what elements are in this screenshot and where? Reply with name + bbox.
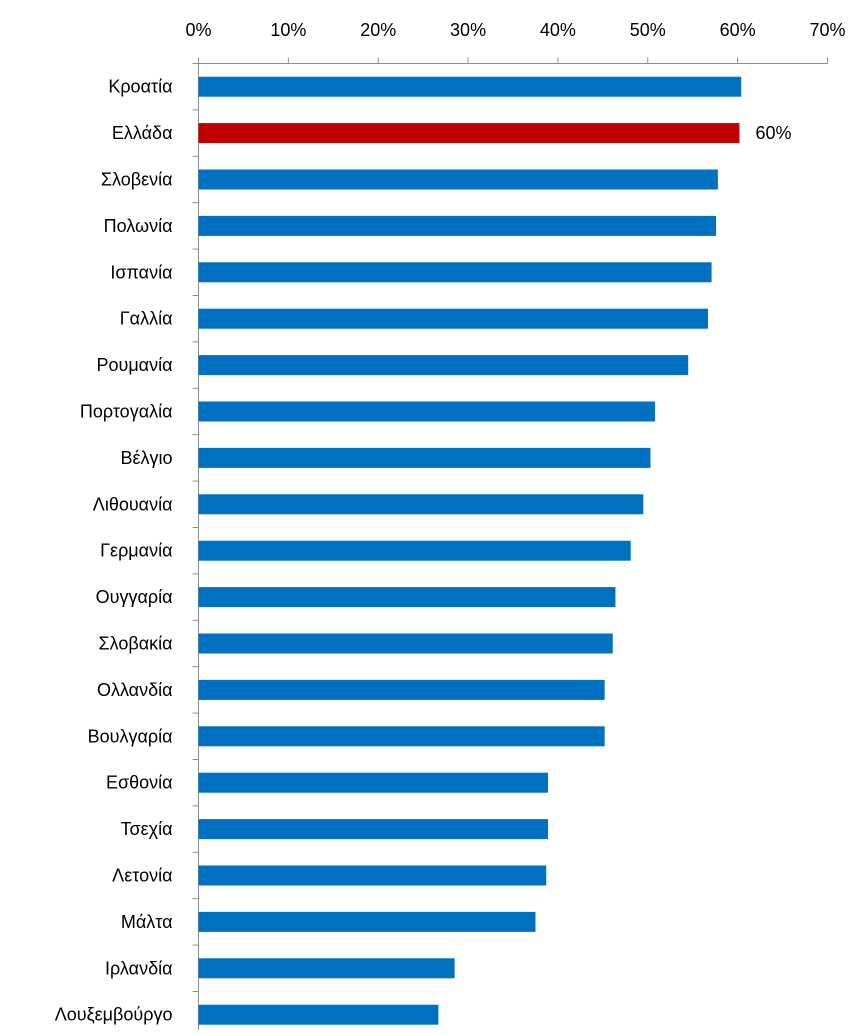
bar [198, 865, 547, 886]
category-label: Ισπανία [110, 262, 172, 282]
bar [198, 958, 455, 979]
category-label: Εσθονία [106, 773, 173, 793]
category-label: Κροατία [108, 77, 172, 97]
x-tick-label: 40% [540, 20, 576, 40]
bar [198, 819, 549, 840]
bar [198, 911, 536, 932]
bar [198, 587, 616, 608]
category-label: Γερμανία [100, 541, 172, 561]
category-label: Ελλάδα [112, 123, 173, 143]
bar [198, 355, 689, 376]
category-label: Πολωνία [104, 216, 173, 236]
bar [198, 169, 718, 190]
category-label: Ολλανδία [97, 680, 173, 700]
category-label: Βέλγιο [120, 448, 172, 468]
bar [198, 540, 631, 561]
x-tick-label: 30% [450, 20, 486, 40]
category-label: Λουξεμβούργο [55, 1005, 173, 1025]
category-label: Ιρλανδία [105, 958, 172, 978]
category-label: Γαλλία [120, 309, 173, 329]
x-tick-label: 10% [270, 20, 306, 40]
category-label: Σλοβενία [101, 170, 173, 190]
category-label: Ρουμανία [96, 355, 172, 375]
category-label: Λετονία [112, 866, 172, 886]
data-label: 60% [755, 123, 791, 143]
category-label: Τσεχία [120, 819, 172, 839]
bar [198, 262, 712, 283]
x-tick-label: 70% [809, 20, 845, 40]
bar [198, 1004, 439, 1025]
bar-highlight [198, 123, 740, 144]
category-label: Ουγγαρία [96, 587, 173, 607]
category-label: Πορτογαλία [80, 402, 173, 422]
category-label: Σλοβακία [98, 634, 172, 654]
bar [198, 308, 708, 329]
x-tick-label: 20% [360, 20, 396, 40]
category-label: Βουλγαρία [88, 726, 173, 746]
x-tick-label: 50% [630, 20, 666, 40]
bar [198, 215, 717, 236]
bar [198, 726, 605, 747]
bar [198, 772, 549, 793]
bar [198, 447, 651, 468]
category-label: Μάλτα [121, 912, 173, 932]
x-tick-label: 0% [185, 20, 211, 40]
bar [198, 679, 605, 700]
bar [198, 633, 613, 654]
bar [198, 76, 742, 97]
category-label: Λιθουανία [93, 494, 173, 514]
bar [198, 494, 644, 515]
x-tick-label: 60% [720, 20, 756, 40]
bar [198, 401, 655, 422]
